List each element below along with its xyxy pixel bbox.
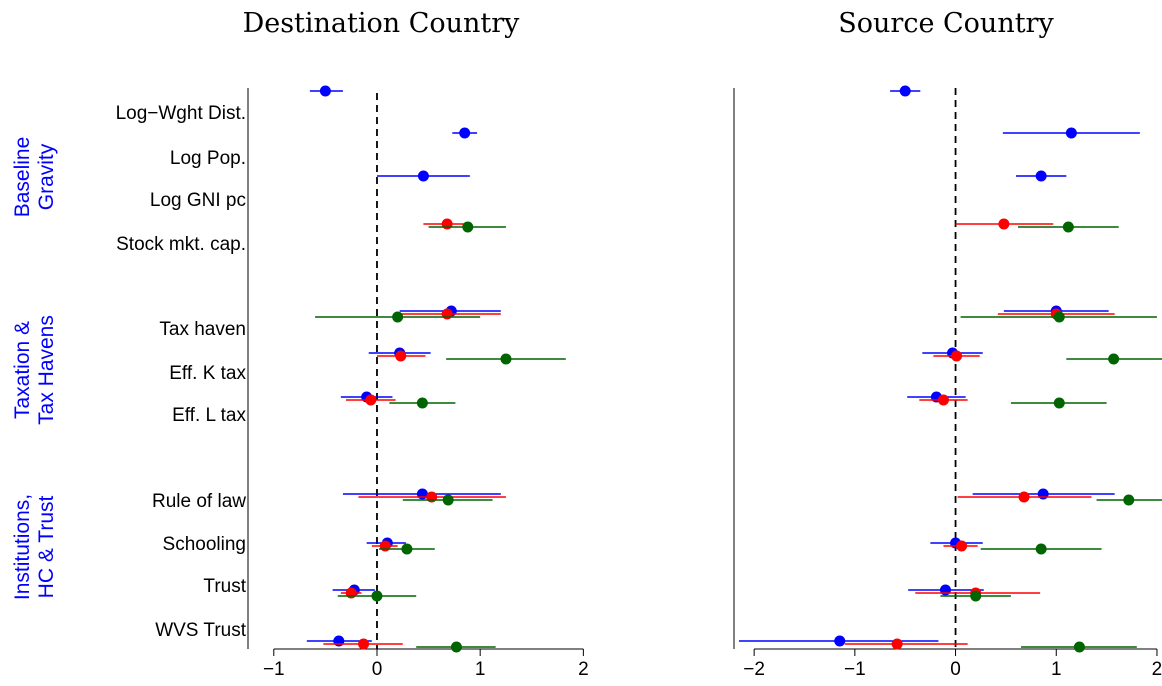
x-tick-label: −2 — [743, 659, 765, 680]
point-estimate-green — [1035, 543, 1047, 555]
x-tick-label: −1 — [263, 659, 285, 680]
group-label-line: Taxation & — [11, 321, 34, 419]
group-label-line: HC & Trust — [35, 495, 58, 598]
point-estimate-red — [426, 491, 438, 503]
point-estimate-green — [442, 494, 454, 506]
x-tick-label: 0 — [372, 659, 383, 680]
point-estimate-blue — [417, 170, 429, 182]
group-label-line: Baseline — [11, 137, 34, 218]
point-estimate-red — [365, 394, 377, 406]
point-estimate-green — [1062, 221, 1074, 233]
x-tick-label: 0 — [950, 659, 961, 680]
point-estimate-blue — [319, 85, 331, 97]
point-estimate-blue — [899, 85, 911, 97]
point-estimate-green — [392, 311, 404, 323]
x-tick-label: −1 — [844, 659, 866, 680]
point-estimate-red — [951, 350, 963, 362]
point-estimate-blue — [416, 488, 428, 500]
point-estimate-green — [970, 590, 982, 602]
row-label-log-gni-pc: Log GNI pc — [150, 190, 246, 211]
point-estimate-green — [1108, 353, 1120, 365]
row-label-schooling: Schooling — [163, 534, 246, 555]
point-estimate-red — [345, 587, 357, 599]
point-estimate-green — [462, 221, 474, 233]
row-label-eff-l-tax: Eff. L tax — [172, 405, 246, 426]
point-estimate-red — [379, 540, 391, 552]
row-label-rule-of-law: Rule of law — [152, 491, 246, 512]
x-tick-label: 2 — [1152, 659, 1162, 680]
destination-country-panel: −1 0 1 2 — [247, 85, 589, 680]
point-estimate-blue — [459, 127, 471, 139]
point-estimate-blue — [834, 635, 846, 647]
point-estimate-red — [891, 638, 903, 650]
point-estimate-green — [1053, 311, 1065, 323]
point-estimate-red — [1018, 491, 1030, 503]
source-country-panel: −2 −1 0 1 2 — [733, 85, 1162, 680]
point-estimate-blue — [939, 584, 951, 596]
point-estimate-red — [998, 218, 1010, 230]
x-tick-label: 1 — [1051, 659, 1062, 680]
point-estimate-green — [450, 641, 462, 653]
point-estimate-green — [401, 543, 413, 555]
group-label-institutions-hc-trust: Institutions, HC & Trust — [11, 494, 58, 600]
point-estimate-red — [441, 308, 453, 320]
point-estimate-red — [358, 638, 370, 650]
group-label-line: Institutions, — [11, 494, 34, 600]
group-label-baseline-gravity: Baseline Gravity — [11, 137, 58, 218]
point-estimate-green — [1053, 397, 1065, 409]
row-label-tax-haven: Tax haven — [159, 319, 246, 340]
x-tick-label: 1 — [475, 659, 486, 680]
point-estimate-green — [500, 353, 512, 365]
point-estimate-red — [441, 218, 453, 230]
group-label-line: Gravity — [35, 143, 58, 210]
point-estimate-red — [937, 394, 949, 406]
point-estimate-blue — [333, 635, 345, 647]
point-estimate-red — [956, 540, 968, 552]
point-estimate-green — [371, 590, 383, 602]
left-panel-title: Destination Country — [243, 8, 521, 39]
point-estimate-green — [1123, 494, 1135, 506]
row-label-eff-k-tax: Eff. K tax — [169, 363, 246, 384]
row-label-trust: Trust — [203, 576, 246, 597]
row-label-log-pop: Log Pop. — [170, 148, 246, 169]
group-label-taxation-tax-havens: Taxation & Tax Havens — [11, 315, 58, 425]
row-label-log-wght-dist: Log−Wght Dist. — [116, 103, 246, 124]
point-estimate-red — [395, 350, 407, 362]
point-estimate-blue — [1037, 488, 1049, 500]
point-estimate-green — [416, 397, 428, 409]
group-label-line: Tax Havens — [35, 315, 58, 425]
right-panel-title: Source Country — [838, 8, 1054, 39]
x-tick-label: 2 — [578, 659, 589, 680]
row-label-wvs-trust: WVS Trust — [155, 620, 247, 641]
point-estimate-blue — [1035, 170, 1047, 182]
point-estimate-blue — [1065, 127, 1077, 139]
row-labels: Log−Wght Dist. Log Pop. Log GNI pc Stock… — [116, 103, 247, 641]
point-estimate-green — [1073, 641, 1085, 653]
row-label-stock-mkt-cap: Stock mkt. cap. — [116, 234, 246, 255]
